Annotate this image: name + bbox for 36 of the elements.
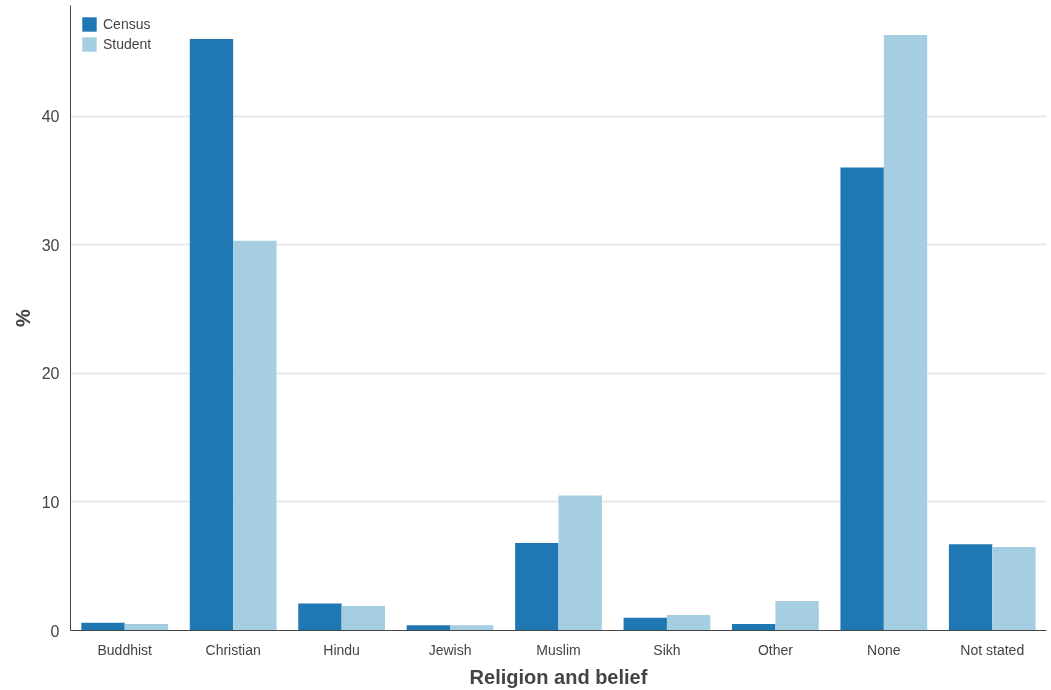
x-tick-label: None bbox=[867, 641, 901, 658]
bar bbox=[515, 543, 559, 631]
bar bbox=[81, 622, 125, 631]
legend-label: Census bbox=[103, 16, 151, 32]
x-tick-label: Jewish bbox=[428, 641, 472, 658]
x-tick-label: Hindu bbox=[323, 641, 360, 658]
bar bbox=[450, 625, 494, 631]
bar bbox=[189, 38, 234, 631]
bar bbox=[623, 617, 667, 631]
x-tick-label: Other bbox=[757, 641, 794, 658]
bar bbox=[298, 603, 342, 631]
bar bbox=[558, 495, 602, 631]
x-tick-label: Christian bbox=[205, 641, 261, 658]
y-tick-label: 10 bbox=[41, 493, 60, 511]
bar bbox=[840, 167, 884, 631]
y-tick-label: 40 bbox=[41, 108, 60, 126]
bar bbox=[948, 544, 993, 631]
y-tick-label: 0 bbox=[50, 622, 60, 640]
legend-label: Student bbox=[103, 36, 152, 52]
bar bbox=[775, 600, 819, 631]
x-tick-label: Buddhist bbox=[97, 641, 153, 658]
bar bbox=[341, 606, 385, 631]
bar bbox=[124, 624, 169, 631]
x-tick-label: Sikh bbox=[653, 641, 681, 658]
bar bbox=[883, 35, 928, 631]
bar bbox=[406, 625, 451, 631]
bar bbox=[732, 624, 776, 631]
bar bbox=[666, 615, 711, 631]
y-axis-title: % bbox=[11, 308, 34, 327]
x-tick-label: Muslim bbox=[536, 641, 581, 658]
y-tick-label: 30 bbox=[41, 236, 60, 254]
bar bbox=[992, 546, 1036, 631]
bar bbox=[233, 240, 277, 631]
x-tick-label: Not stated bbox=[960, 641, 1025, 658]
y-tick-label: 20 bbox=[41, 365, 60, 383]
x-axis-title: Religion and belief bbox=[469, 665, 648, 688]
